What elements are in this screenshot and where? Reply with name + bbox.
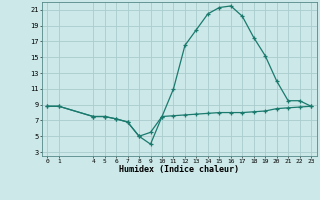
X-axis label: Humidex (Indice chaleur): Humidex (Indice chaleur): [119, 165, 239, 174]
